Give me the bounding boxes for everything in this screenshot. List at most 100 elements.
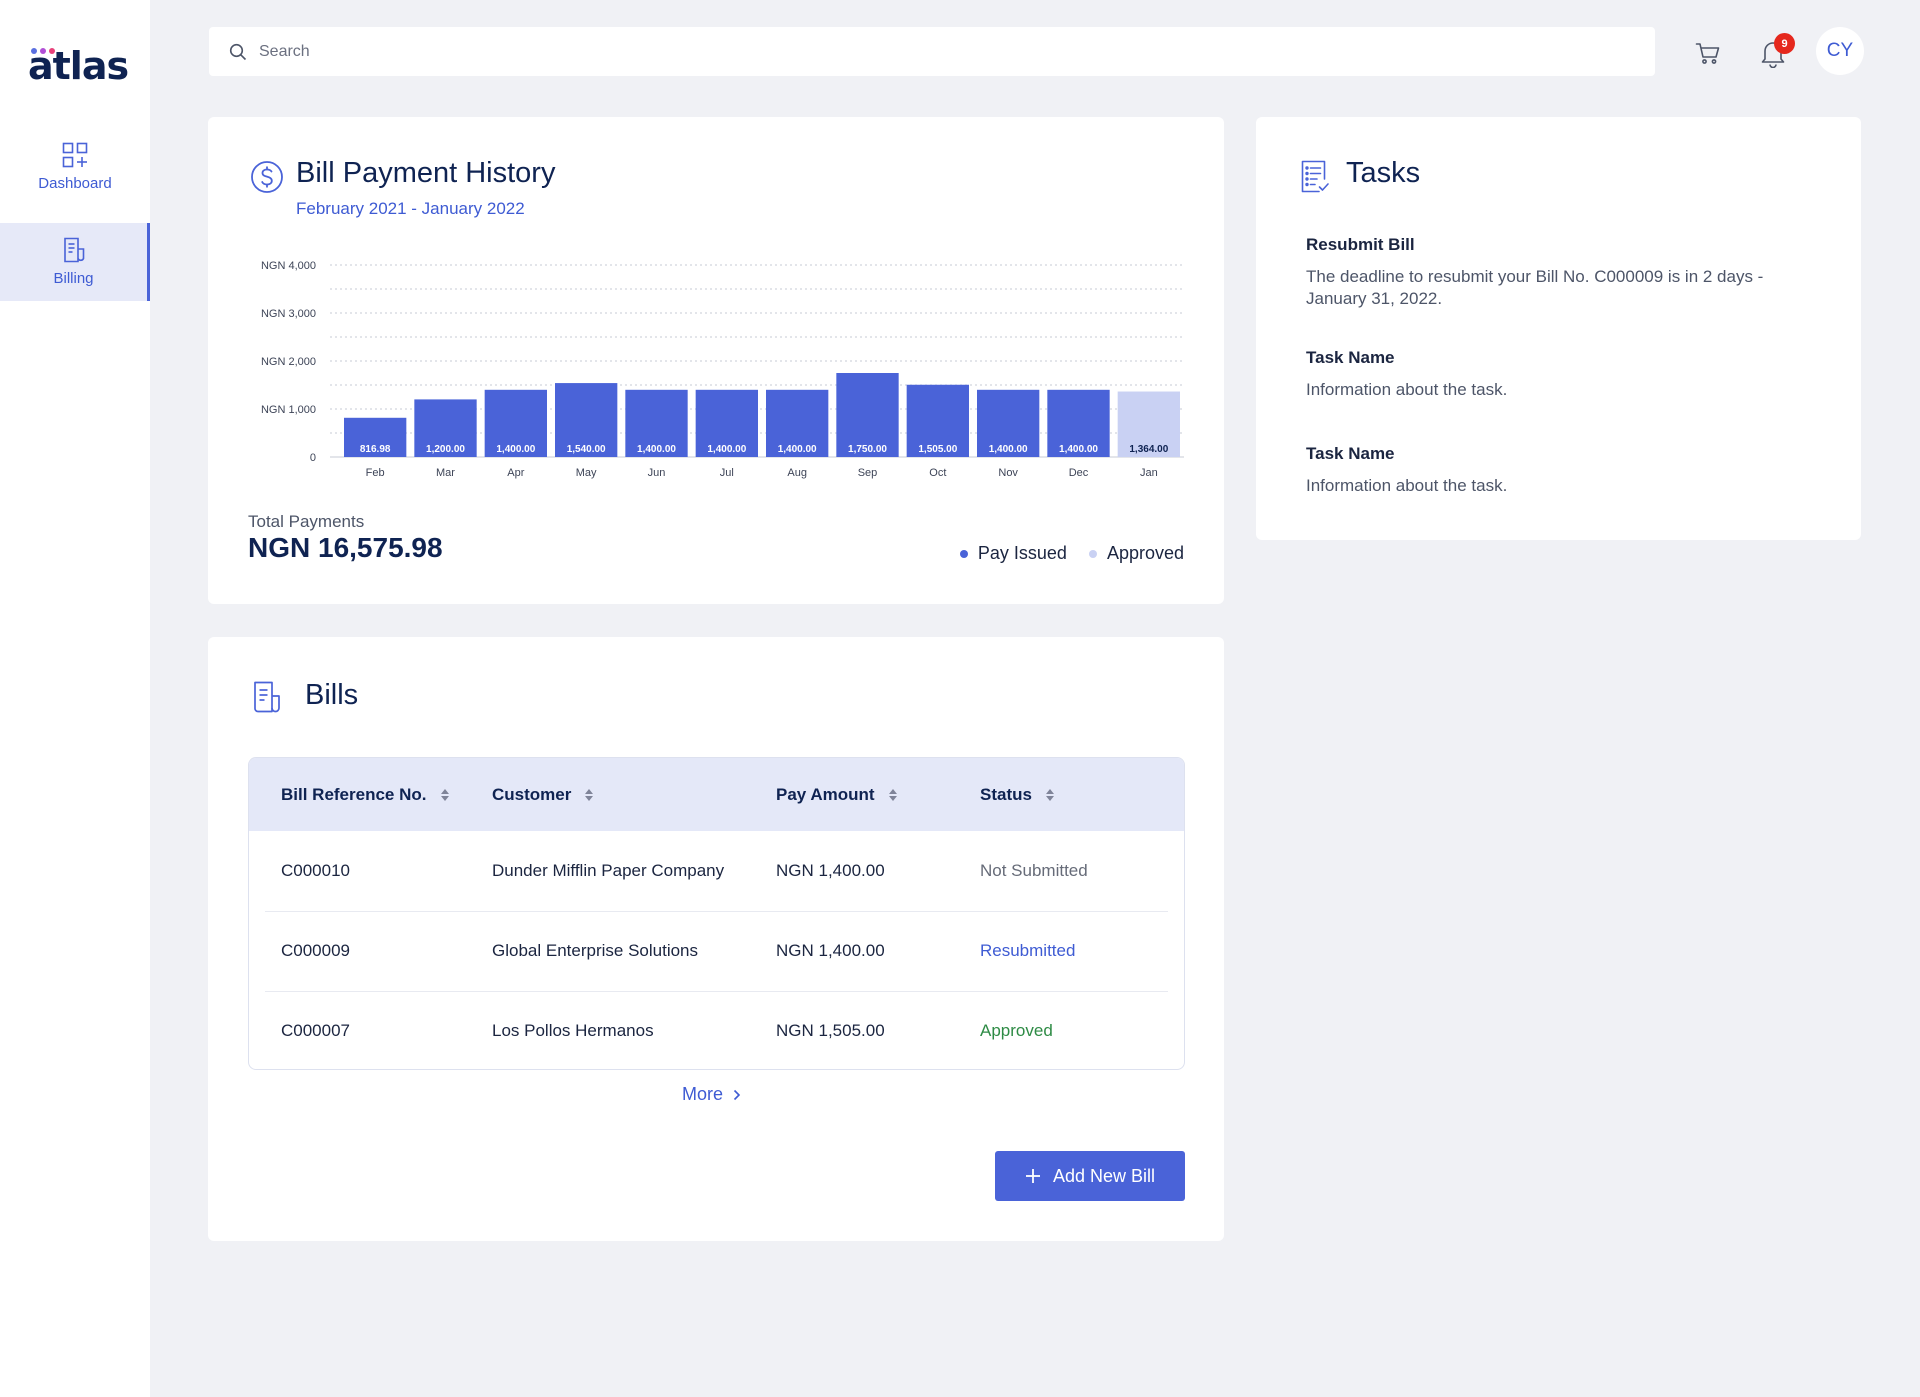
pay-amount: NGN 1,505.00 — [776, 1021, 885, 1040]
column-header-label: Customer — [492, 784, 572, 804]
column-header-status[interactable]: Status — [980, 758, 1054, 831]
bar-value-label: 816.98 — [360, 444, 391, 455]
task-name: Task Name — [1306, 348, 1395, 367]
bar-value-label: 1,400.00 — [778, 444, 817, 455]
more-link[interactable]: More — [682, 1084, 741, 1105]
bill-reference: C000009 — [281, 941, 351, 960]
sort-icon[interactable] — [1045, 788, 1054, 801]
table-row[interactable]: C000009 Global Enterprise Solutions NGN … — [249, 911, 1184, 991]
avatar[interactable]: CY — [1816, 27, 1864, 75]
bill-payment-history-card: Bill Payment History February 2021 - Jan… — [208, 117, 1224, 604]
bar — [1047, 389, 1110, 457]
column-header-pay-amount[interactable]: Pay Amount — [776, 758, 897, 831]
search-icon — [229, 43, 247, 60]
task-item[interactable]: Task Name Information about the task. — [1306, 348, 1826, 401]
bar-value-label: 1,540.00 — [567, 444, 606, 455]
bills-title: Bills — [305, 679, 359, 711]
logo-dots — [31, 48, 55, 54]
bar-value-label: 1,200.00 — [426, 444, 465, 455]
tasks-title: Tasks — [1346, 157, 1421, 189]
chevron-right-icon — [733, 1089, 741, 1100]
x-tick-label: Apr — [507, 467, 524, 479]
bar — [414, 399, 477, 457]
bar — [695, 389, 758, 457]
bar — [1117, 391, 1180, 457]
column-header-label: Bill Reference No. — [281, 784, 427, 804]
bar-value-label: 1,505.00 — [918, 444, 957, 455]
bill-document-icon — [254, 681, 280, 713]
total-payments-label: Total Payments — [248, 512, 365, 531]
table-row[interactable]: C000007 Los Pollos Hermanos NGN 1,505.00… — [249, 991, 1184, 1069]
x-tick-label: Oct — [929, 467, 946, 479]
status-text: Resubmitted — [980, 941, 1076, 960]
sidebar-item-dashboard[interactable]: Dashboard — [0, 128, 150, 206]
table-header: Bill Reference No. Customer Pay Amount S… — [249, 758, 1184, 831]
bar-value-label: 1,750.00 — [848, 444, 887, 455]
task-description: Information about the task. — [1306, 476, 1508, 495]
customer-name: Global Enterprise Solutions — [492, 941, 699, 960]
bar — [836, 373, 899, 457]
x-tick-label: Dec — [1069, 467, 1089, 479]
pay-amount: NGN 1,400.00 — [776, 941, 885, 960]
cart-icon[interactable] — [1695, 40, 1721, 66]
x-tick-label: Jun — [648, 467, 666, 479]
bar-value-label: 1,400.00 — [707, 444, 746, 455]
chart-date-range: February 2021 - January 2022 — [296, 199, 525, 218]
column-header-customer[interactable]: Customer — [492, 758, 594, 831]
total-payments-value: NGN 16,575.98 — [248, 532, 443, 563]
bar — [906, 384, 969, 457]
search-input[interactable] — [259, 42, 1559, 61]
bar-value-label: 1,400.00 — [1059, 444, 1098, 455]
bar-value-label: 1,400.00 — [496, 444, 535, 455]
sidebar-item-label: Dashboard — [38, 175, 112, 192]
sidebar-item-billing[interactable]: Billing — [0, 223, 150, 301]
column-header-label: Pay Amount — [776, 784, 875, 804]
legend-item-pay-issued: Pay Issued — [959, 543, 1067, 564]
y-tick-label: NGN 3,000 — [261, 308, 316, 320]
add-new-bill-label: Add New Bill — [1052, 1165, 1156, 1186]
logo-dot — [49, 48, 55, 54]
bill-reference: C000010 — [281, 861, 351, 880]
atlas-logo[interactable]: atlas — [28, 44, 129, 88]
column-header-label: Status — [980, 784, 1032, 804]
y-tick-label: 0 — [310, 452, 316, 464]
search-bar[interactable] — [209, 27, 1655, 76]
sort-icon[interactable] — [888, 788, 897, 801]
bar-value-label: 1,400.00 — [989, 444, 1028, 455]
status-text: Not Submitted — [980, 861, 1088, 880]
sort-icon[interactable] — [585, 788, 594, 801]
sidebar-item-label: Billing — [53, 270, 94, 287]
legend-item-approved: Approved — [1088, 543, 1184, 564]
bar — [555, 383, 618, 457]
sort-icon[interactable] — [440, 788, 449, 801]
billing-document-icon — [63, 237, 84, 263]
logo-text: atlas — [28, 44, 129, 88]
bar — [977, 389, 1040, 457]
x-tick-label: Aug — [787, 467, 807, 479]
bar — [766, 389, 829, 457]
table-row[interactable]: C000010 Dunder Mifflin Paper Company NGN… — [249, 831, 1184, 911]
x-tick-label: Sep — [858, 467, 878, 479]
sidebar: atlas Dashboard Billing — [0, 0, 150, 1397]
legend-label: Pay Issued — [977, 543, 1067, 563]
dollar-circle-icon — [251, 161, 283, 193]
bar — [344, 417, 407, 457]
bar — [625, 389, 688, 457]
dashboard-grid-icon — [62, 142, 88, 168]
logo-dot — [31, 48, 37, 54]
column-header-bill-reference[interactable]: Bill Reference No. — [281, 758, 449, 831]
x-tick-label: Jan — [1140, 467, 1158, 479]
bar — [484, 389, 547, 457]
plus-icon — [1025, 1169, 1040, 1183]
add-new-bill-button[interactable]: Add New Bill — [995, 1151, 1185, 1201]
chart-legend: Pay Issued Approved — [959, 543, 1184, 564]
bills-card: Bills Bill Reference No. Customer Pay Am… — [208, 637, 1224, 1241]
task-name: Task Name — [1306, 444, 1395, 463]
y-tick-label: NGN 2,000 — [261, 356, 316, 368]
checklist-icon — [1301, 160, 1329, 193]
task-item[interactable]: Task Name Information about the task. — [1306, 444, 1826, 497]
legend-dot — [959, 549, 968, 558]
chart-title: Bill Payment History — [296, 157, 556, 189]
task-item[interactable]: Resubmit Bill The deadline to resubmit y… — [1306, 235, 1826, 310]
x-tick-label: Jul — [720, 467, 734, 479]
